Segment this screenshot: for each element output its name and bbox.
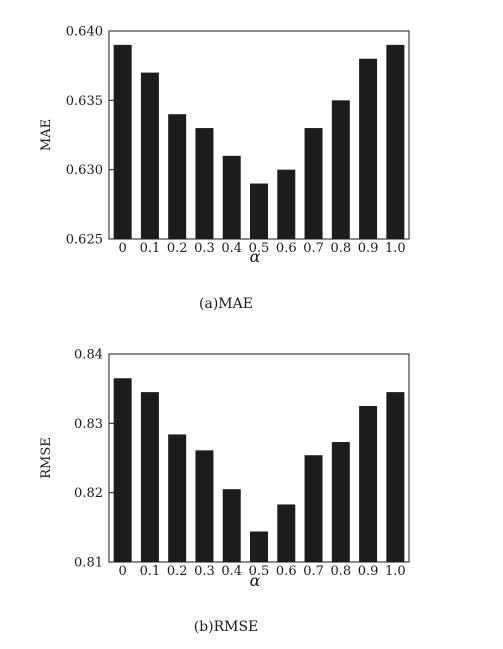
mae-x-tick-label-10: 1.0 [385, 241, 406, 256]
mae-bar-1 [140, 72, 159, 239]
rmse-bar-5 [250, 531, 268, 562]
rmse-bar-3 [195, 450, 214, 562]
mae-y-tick-label-0: 0.625 [66, 233, 103, 248]
rmse-y-axis-label: RMSE [39, 437, 54, 479]
mae-bar-2 [168, 114, 187, 239]
mae-chart: 0 0.1 0.2 0.3 0.4 0.5 0.6 0.7 0.8 0.9 1.0 0.625 0.63… [39, 25, 410, 312]
mae-y-axis-label: MAE [39, 119, 54, 151]
mae-bar-0 [113, 44, 132, 240]
rmse-bar-10 [386, 392, 405, 562]
rmse-x-tick-label-9: 0.9 [358, 564, 379, 579]
rmse-bar-4 [222, 489, 241, 562]
mae-x-tick-label-5: 0.5 [249, 241, 270, 256]
rmse-y-tick-label-0: 0.81 [74, 556, 103, 571]
rmse-bar-7 [304, 455, 323, 562]
rmse-plot-frame [108, 353, 410, 563]
rmse-y-tick-label-1: 0.82 [74, 486, 103, 501]
mae-bar-9 [359, 58, 378, 240]
mae-bar-3 [195, 128, 214, 239]
mae-x-axis-label: α [250, 247, 261, 266]
mae-x-tick-label-6: 0.6 [276, 241, 297, 256]
mae-y-tick-label-3: 0.640 [66, 25, 103, 40]
mae-bar-5 [250, 183, 268, 239]
mae-bar-4 [222, 155, 241, 239]
mae-bar-8 [331, 100, 350, 239]
mae-x-tick-label-3: 0.3 [194, 241, 215, 256]
mae-caption: (a)MAE [199, 296, 253, 312]
mae-y-tick-label-1: 0.630 [66, 163, 103, 178]
rmse-x-axis-label: α [250, 571, 261, 590]
rmse-caption: (b)RMSE [194, 619, 259, 635]
mae-x-tick-label-8: 0.8 [330, 241, 351, 256]
mae-plot-frame [108, 30, 410, 240]
mae-bar-6 [277, 169, 296, 239]
mae-y-tick-label-2: 0.635 [66, 94, 103, 109]
rmse-x-tick-label-2: 0.2 [167, 564, 188, 579]
rmse-bar-1 [140, 392, 159, 562]
mae-x-tick-label-7: 0.7 [303, 241, 324, 256]
rmse-x-tick-label-5: 0.5 [249, 564, 270, 579]
rmse-x-tick-label-3: 0.3 [194, 564, 215, 579]
mae-x-tick-label-9: 0.9 [358, 241, 379, 256]
rmse-bar-0 [113, 378, 132, 562]
mae-x-tick-label-0: 0 [118, 241, 126, 256]
mae-x-tick-label-4: 0.4 [221, 241, 242, 256]
rmse-x-tick-label-4: 0.4 [221, 564, 242, 579]
rmse-y-tick-label-2: 0.83 [74, 417, 103, 432]
rmse-bar-2 [168, 434, 187, 562]
rmse-bar-6 [277, 504, 296, 562]
rmse-y-tick-label-3: 0.84 [74, 348, 103, 363]
rmse-x-tick-label-10: 1.0 [385, 564, 406, 579]
mae-bar-7 [304, 128, 323, 239]
mae-x-tick-label-1: 0.1 [140, 241, 161, 256]
rmse-bar-9 [359, 406, 378, 562]
rmse-chart: 0 0.1 0.2 0.3 0.4 0.5 0.6 0.7 0.8 0.9 1.0 0.81 0.82 0… [39, 348, 410, 635]
rmse-x-tick-label-1: 0.1 [140, 564, 161, 579]
rmse-x-tick-label-8: 0.8 [330, 564, 351, 579]
rmse-x-tick-label-7: 0.7 [303, 564, 324, 579]
mae-bar-10 [386, 44, 405, 240]
rmse-x-tick-label-0: 0 [118, 564, 126, 579]
mae-x-tick-label-2: 0.2 [167, 241, 188, 256]
rmse-bar-8 [331, 442, 350, 562]
rmse-x-tick-label-6: 0.6 [276, 564, 297, 579]
